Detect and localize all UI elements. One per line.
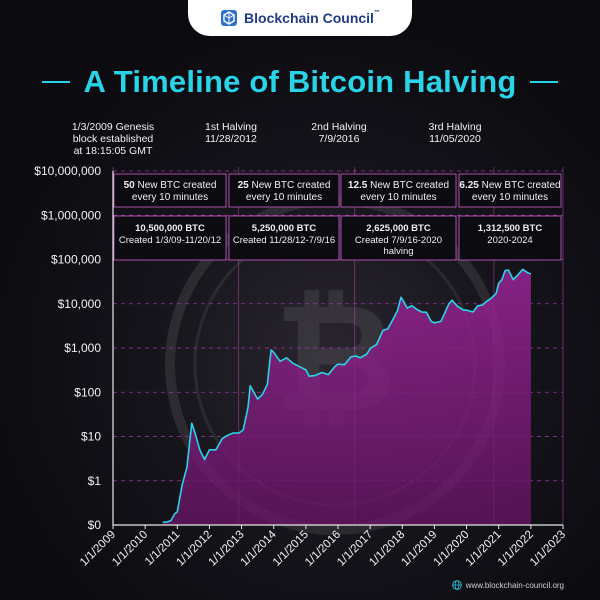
blockchain-council-logo-icon [221,10,238,26]
y-tick-label: $100 [74,385,101,399]
y-tick-label: $10,000,000 [34,164,101,178]
reward-text-line2: every 10 minutes [360,192,436,203]
reward-label: New BTC created [367,180,449,191]
supply-box [458,215,562,261]
x-tick-label: 1/1/2023 [528,529,568,569]
footer[interactable]: www.blockchain-council.org [451,580,564,590]
supply-value: 1,312,500 BTC [478,223,543,234]
supply-period: Created 7/9/16-2020 [355,235,442,246]
event-label: 1st Halving [205,121,257,133]
supply-box [228,215,340,261]
reward-text: 12.5 New BTC created [348,180,449,191]
reward-value: 12.5 [348,180,368,191]
reward-text-line2: every 10 minutes [472,192,548,203]
website-url[interactable]: www.blockchain-council.org [465,580,564,590]
y-tick-label: $10 [81,430,101,444]
reward-box [228,173,340,208]
reward-label: New BTC created [135,180,217,191]
event-date: 7/9/2016 [318,133,360,145]
event-label: 2nd Halving [311,121,367,133]
x-tick-label: 1/1/2010 [110,529,150,569]
price-line [162,268,532,524]
globe-icon [451,580,462,590]
supply-value: 5,250,000 BTC [252,223,317,234]
supply-box [113,215,227,261]
supply-period: Created 1/3/09-11/20/12 [119,235,221,246]
y-tick-label: $10,000 [58,297,102,311]
reward-label: New BTC created [249,180,331,191]
reward-value: 25 [238,180,250,191]
reward-text-line2: every 10 minutes [132,192,208,203]
brand-name: Blockchain Council™ [244,10,380,26]
price-area-fill [162,269,531,525]
y-tick-label: $1,000 [64,341,101,355]
reward-box [113,173,227,208]
supply-period: 2020-2024 [487,235,532,246]
event-halving-3: 3rd Halving 11/05/2020 [410,121,500,145]
event-halving-2: 2nd Halving 7/9/2016 [294,121,384,145]
event-genesis: 1/3/2009 Genesis block established at 18… [62,121,164,157]
event-label: 3rd Halving [428,121,482,133]
y-tick-label: $1 [88,474,102,488]
event-label: 1/3/2009 Genesis block established [71,121,155,145]
supply-period: Created 11/28/12-7/9/16 [233,235,335,246]
supply-box [340,215,457,261]
event-halving-1: 1st Halving 11/28/2012 [186,121,276,145]
brand-header[interactable]: Blockchain Council™ [188,0,412,36]
title-dash-left [41,81,70,83]
trademark-symbol: ™ [373,10,380,16]
price-area-layer [162,268,532,525]
page-title: A Timeline of Bitcoin Halving [83,64,517,99]
reward-value: 50 [124,180,136,191]
event-date: 11/28/2012 [205,133,257,145]
supply-value: 10,500,000 BTC [135,223,205,234]
title-dash-right [530,81,559,83]
reward-value: 6.25 [459,180,479,191]
reward-box [340,173,457,208]
reward-box [458,173,562,208]
reward-text: 6.25 New BTC created [459,180,560,191]
reward-text: 50 New BTC created [124,180,217,191]
supply-value: 2,625,000 BTC [366,223,431,234]
reward-text: 25 New BTC created [238,180,331,191]
supply-period-line2: halving [383,246,413,257]
y-tick-label: $0 [88,518,102,532]
y-tick-label: $1,000,000 [41,208,101,222]
reward-text-line2: every 10 minutes [246,192,322,203]
reward-label: New BTC created [479,180,561,191]
event-date: at 18:15:05 GMT [73,145,153,157]
event-date: 11/05/2020 [429,133,481,145]
y-tick-label: $100,000 [51,253,101,267]
title-row: A Timeline of Bitcoin Halving [0,64,600,100]
